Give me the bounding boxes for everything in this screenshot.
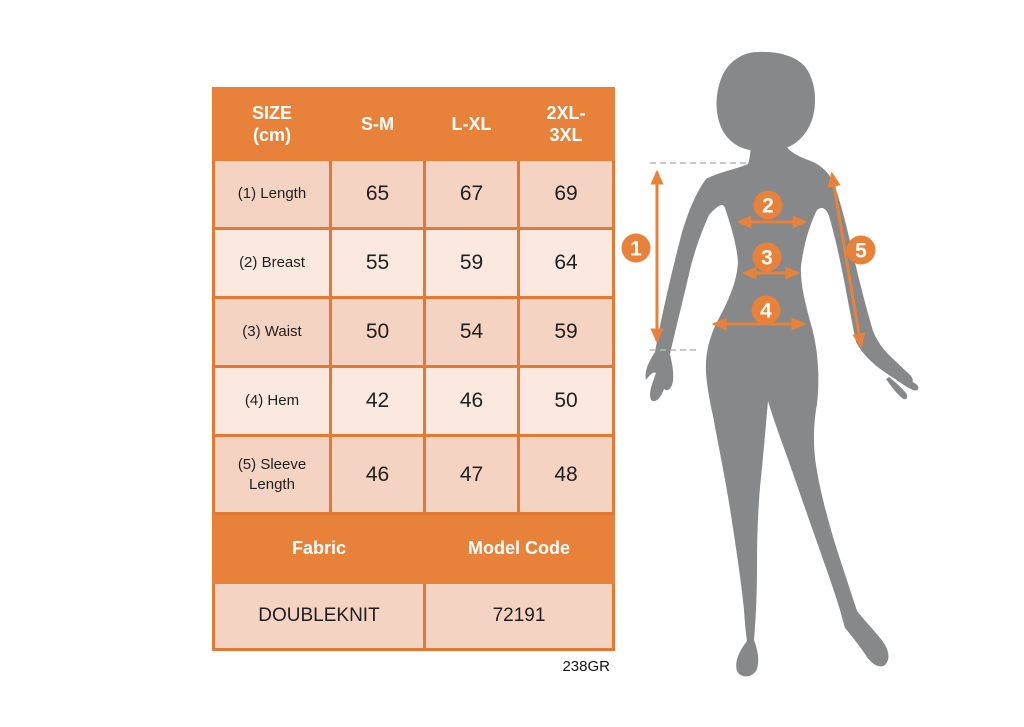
cell-breast-lxl: 59 bbox=[423, 227, 520, 299]
cell-length-lxl: 67 bbox=[423, 158, 520, 230]
marker-hem: 4 bbox=[751, 295, 781, 325]
model-code-header: Model Code bbox=[423, 512, 615, 584]
cell-sleeve-sm: 46 bbox=[329, 434, 426, 515]
measurement-figure: 1 2 3 4 5 bbox=[610, 40, 940, 690]
size-table: SIZE (cm) S-M L-XL 2XL- 3XL (1) Length 6… bbox=[212, 87, 615, 651]
cell-waist-2xl3xl: 59 bbox=[517, 296, 615, 368]
fabric-header: Fabric bbox=[212, 512, 426, 584]
row-footer-values: DOUBLEKNIT 72191 bbox=[212, 581, 615, 651]
woman-silhouette-icon bbox=[645, 51, 919, 677]
row-label-length: (1) Length bbox=[212, 158, 332, 230]
svg-text:5: 5 bbox=[855, 240, 867, 263]
marker-length: 1 bbox=[621, 233, 651, 263]
row-label-breast: (2) Breast bbox=[212, 227, 332, 299]
svg-text:1: 1 bbox=[630, 238, 642, 261]
row-breast: (2) Breast 55 59 64 bbox=[212, 227, 615, 299]
cell-breast-sm: 55 bbox=[329, 227, 426, 299]
marker-breast: 2 bbox=[753, 190, 783, 220]
row-footer-header: Fabric Model Code bbox=[212, 512, 615, 584]
row-sleeve-length: (5) Sleeve Length 46 47 48 bbox=[212, 434, 615, 515]
header-size-lxl: L-XL bbox=[423, 87, 520, 161]
row-label-hem: (4) Hem bbox=[212, 365, 332, 437]
row-label-waist: (3) Waist bbox=[212, 296, 332, 368]
weight-note: 238GR bbox=[562, 658, 610, 675]
row-length: (1) Length 65 67 69 bbox=[212, 158, 615, 230]
row-label-sleeve-length: (5) Sleeve Length bbox=[212, 434, 332, 515]
model-code-value: 72191 bbox=[423, 581, 615, 651]
cell-breast-2xl3xl: 64 bbox=[517, 227, 615, 299]
marker-waist: 3 bbox=[752, 242, 782, 272]
cell-hem-lxl: 46 bbox=[423, 365, 520, 437]
cell-hem-2xl3xl: 50 bbox=[517, 365, 615, 437]
cell-waist-lxl: 54 bbox=[423, 296, 520, 368]
marker-sleeve-length: 5 bbox=[846, 235, 876, 265]
svg-text:2: 2 bbox=[762, 195, 774, 218]
header-size-2xl3xl: 2XL- 3XL bbox=[517, 87, 615, 161]
row-waist: (3) Waist 50 54 59 bbox=[212, 296, 615, 368]
svg-text:3: 3 bbox=[761, 247, 773, 270]
cell-waist-sm: 50 bbox=[329, 296, 426, 368]
cell-sleeve-lxl: 47 bbox=[423, 434, 520, 515]
header-size-sm: S-M bbox=[329, 87, 426, 161]
cell-sleeve-2xl3xl: 48 bbox=[517, 434, 615, 515]
fabric-value: DOUBLEKNIT bbox=[212, 581, 426, 651]
sleeve-arrow bbox=[827, 171, 866, 349]
row-hem: (4) Hem 42 46 50 bbox=[212, 365, 615, 437]
cell-length-sm: 65 bbox=[329, 158, 426, 230]
header-size-cm: SIZE (cm) bbox=[212, 87, 332, 161]
cell-hem-sm: 42 bbox=[329, 365, 426, 437]
cell-length-2xl3xl: 69 bbox=[517, 158, 615, 230]
svg-text:4: 4 bbox=[760, 300, 772, 323]
